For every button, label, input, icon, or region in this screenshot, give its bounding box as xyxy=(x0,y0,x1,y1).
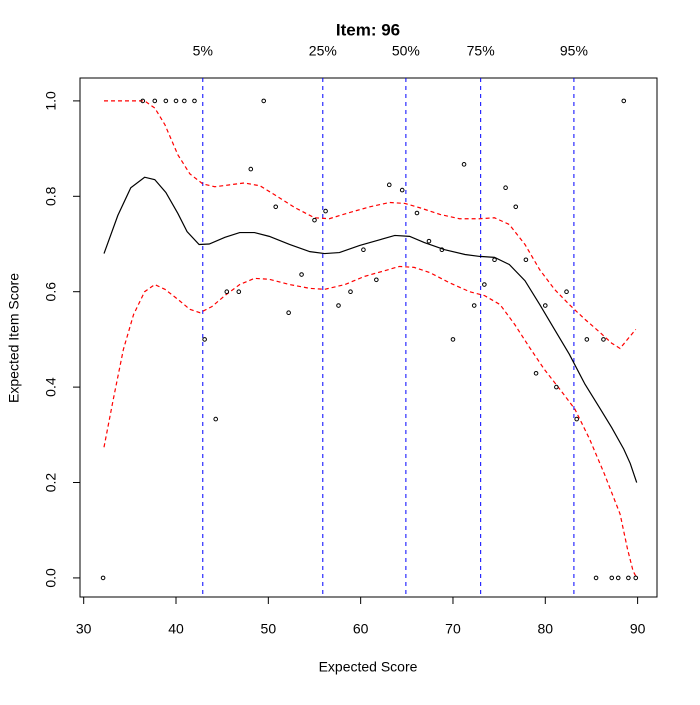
percentile-label: 25% xyxy=(309,43,337,59)
observed-point xyxy=(574,416,579,422)
plot-frame xyxy=(79,77,658,598)
y-tick-label: 0.2 xyxy=(43,473,59,493)
observed-point xyxy=(564,289,569,295)
observed-point xyxy=(513,204,519,210)
observed-point xyxy=(261,98,267,104)
observed-point xyxy=(286,310,291,315)
observed-point xyxy=(323,208,328,214)
observed-point xyxy=(374,277,379,283)
observed-point xyxy=(236,289,242,295)
lower-band xyxy=(103,265,638,579)
observed-point xyxy=(450,337,456,342)
percentile-label: 50% xyxy=(392,43,420,59)
x-tick-label: 70 xyxy=(445,621,461,637)
observed-point xyxy=(471,303,477,308)
observed-point xyxy=(609,575,615,581)
observed-point xyxy=(461,162,467,167)
observed-point xyxy=(386,182,392,188)
x-tick-label: 90 xyxy=(630,621,646,637)
observed-point xyxy=(100,575,106,581)
x-axis-label: Expected Score xyxy=(319,659,418,675)
observed-point xyxy=(503,185,508,191)
observed-point xyxy=(312,217,317,223)
x-tick-label: 60 xyxy=(353,621,369,637)
y-tick-label: 1.0 xyxy=(43,91,59,111)
observed-point xyxy=(584,337,590,342)
observed-point xyxy=(482,282,487,287)
observed-point xyxy=(492,257,497,263)
chart-title: Item: 96 xyxy=(336,20,400,39)
observed-point xyxy=(224,289,230,295)
observed-point xyxy=(163,98,169,104)
observed-point xyxy=(426,238,432,244)
observed-point xyxy=(361,247,366,253)
observed-point xyxy=(399,187,405,193)
observed-point xyxy=(593,575,599,581)
observed-point xyxy=(299,272,304,277)
observed-point xyxy=(615,575,621,581)
percentile-label: 5% xyxy=(193,43,213,59)
x-tick-label: 80 xyxy=(538,621,554,637)
percentile-label: 95% xyxy=(560,43,588,59)
observed-point xyxy=(439,247,445,253)
observed-point xyxy=(626,575,631,581)
x-tick-label: 30 xyxy=(76,621,92,637)
observed-point xyxy=(213,416,219,422)
observed-point xyxy=(140,98,146,104)
observed-point xyxy=(202,337,207,342)
observed-point xyxy=(248,166,254,172)
x-tick-label: 50 xyxy=(261,621,277,637)
observed-point xyxy=(533,370,539,376)
observed-point xyxy=(336,303,341,308)
observed-point xyxy=(152,98,158,104)
observed-point xyxy=(633,575,639,581)
observed-point xyxy=(414,210,420,216)
observed-point xyxy=(554,384,559,390)
observed-point xyxy=(348,289,353,295)
observed-point xyxy=(173,98,179,104)
percentile-label: 75% xyxy=(467,43,495,59)
observed-point xyxy=(542,303,548,308)
y-tick-label: 0.4 xyxy=(43,377,59,397)
y-axis-label: Expected Item Score xyxy=(6,273,22,403)
x-tick-label: 40 xyxy=(168,621,184,637)
observed-point xyxy=(621,98,627,104)
y-tick-label: 0.6 xyxy=(43,282,59,302)
y-tick-label: 0.8 xyxy=(43,186,59,206)
observed-point xyxy=(182,98,187,104)
observed-point xyxy=(523,257,529,263)
observed-point xyxy=(601,337,606,342)
fitted-curve xyxy=(103,176,638,483)
observed-point xyxy=(192,98,197,104)
observed-point xyxy=(273,204,279,210)
y-tick-label: 0.0 xyxy=(43,568,59,588)
